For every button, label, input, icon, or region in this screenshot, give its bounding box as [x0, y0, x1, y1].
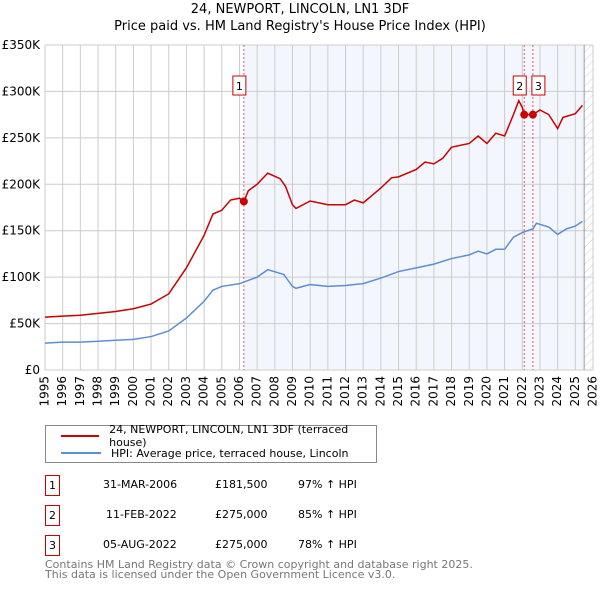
x-tick-label: 2000 — [126, 376, 140, 407]
red-line-swatch — [61, 435, 100, 437]
footer: Contains HM Land Registry data © Crown c… — [45, 558, 473, 581]
x-tick-label: 2011 — [320, 376, 334, 407]
series-line — [44, 220, 583, 344]
sale-row: 3 05-AUG-2022 £275,000 78% ↑ HPI — [45, 535, 465, 556]
y-tick-label: £50K — [9, 317, 41, 331]
sale-point — [528, 110, 537, 119]
footer-line: This data is licensed under the Open Gov… — [45, 568, 396, 581]
x-tick-label: 1995 — [38, 376, 52, 407]
sale-marker-box — [531, 75, 546, 96]
x-tick-label: 2015 — [391, 376, 405, 407]
x-tick-label: 1998 — [91, 376, 105, 407]
legend-label: 24, NEWPORT, LINCOLN, LN1 3DF (terraced … — [109, 423, 349, 449]
x-tick-label: 2023 — [532, 376, 546, 407]
x-tick-label: 2019 — [462, 376, 476, 407]
x-tick-label: 2008 — [267, 376, 281, 407]
x-tick-label: 2016 — [409, 376, 423, 407]
x-tick-label: 2001 — [144, 376, 158, 407]
sale-price: £275,000 — [215, 508, 268, 521]
blue-line-swatch — [61, 452, 101, 454]
sale-hpi: 78% ↑ HPI — [298, 538, 357, 551]
sale-date: 11-FEB-2022 — [106, 508, 177, 521]
x-tick-label: 2025 — [568, 376, 582, 407]
x-tick-label: 2003 — [179, 376, 193, 407]
x-tick-label: 2018 — [444, 376, 458, 407]
x-tick-label: 2005 — [214, 376, 228, 407]
price-chart: 1995 1996 1997 1998 1999 2000 2001 2002 2003 2004… — [2, 38, 600, 407]
sale-hpi: 85% ↑ HPI — [298, 508, 357, 521]
x-tick-label: 2014 — [373, 376, 387, 407]
y-tick-label: £150K — [2, 224, 42, 238]
x-tick-label: 2007 — [250, 376, 264, 407]
x-tick-label: 2013 — [356, 376, 370, 407]
sale-marker-label: 2 — [516, 80, 523, 93]
x-tick-label: 2020 — [479, 376, 493, 407]
sale-marker: 3 — [45, 535, 60, 556]
sale-marker-label: 3 — [535, 80, 542, 93]
x-tick-label: 2021 — [497, 376, 511, 407]
legend: 24, NEWPORT, LINCOLN, LN1 3DF (terraced … — [45, 423, 377, 463]
y-tick-label: £100K — [2, 270, 42, 284]
x-tick-label: 1999 — [108, 376, 122, 407]
x-tick-label: 2012 — [338, 376, 352, 407]
forecast-hatch — [584, 45, 593, 370]
chart-subtitle: Price paid vs. HM Land Registry's House … — [114, 19, 486, 34]
legend-item-hpi: HPI: Average price, terraced house, Linc… — [61, 446, 348, 460]
x-tick-label: 2024 — [550, 376, 564, 407]
footer-line: Contains HM Land Registry data © Crown c… — [45, 558, 473, 571]
x-tick-label: 2006 — [232, 376, 246, 407]
sale-price: £181,500 — [215, 478, 268, 491]
sale-point — [520, 110, 529, 119]
sale-price: £275,000 — [215, 538, 268, 551]
y-tick-label: £350K — [2, 38, 42, 52]
x-tick-label: 2022 — [515, 376, 529, 407]
sale-date: 05-AUG-2022 — [103, 538, 177, 551]
legend-item-property: 24, NEWPORT, LINCOLN, LN1 3DF (terraced … — [61, 423, 376, 449]
sale-marker: 1 — [45, 475, 60, 496]
sale-marker-box — [512, 75, 527, 96]
sale-marker-label: 1 — [236, 80, 243, 93]
x-tick-label: 1997 — [73, 376, 87, 407]
sale-point — [239, 197, 248, 206]
y-tick-label: £200K — [2, 177, 42, 191]
chart-title: 24, NEWPORT, LINCOLN, LN1 3DF — [190, 2, 410, 17]
y-tick-label: £300K — [2, 84, 42, 98]
sale-date: 31-MAR-2006 — [103, 478, 178, 491]
x-tick-label: 2026 — [586, 376, 600, 407]
x-tick-label: 2002 — [161, 376, 175, 407]
series-line — [44, 98, 583, 318]
x-tick-label: 2017 — [426, 376, 440, 407]
y-tick-label: £250K — [2, 131, 42, 145]
sale-period-shade — [243, 45, 585, 370]
y-tick-label: £0 — [25, 363, 40, 377]
sale-marker: 2 — [45, 505, 60, 526]
sale-row: 1 31-MAR-2006 £181,500 97% ↑ HPI — [45, 475, 465, 496]
x-tick-label: 2009 — [285, 376, 299, 407]
legend-label: HPI: Average price, terraced house, Linc… — [111, 446, 349, 460]
sale-row: 2 11-FEB-2022 £275,000 85% ↑ HPI — [45, 505, 465, 526]
sale-marker-box — [232, 75, 247, 96]
x-tick-label: 2004 — [197, 376, 211, 407]
x-tick-label: 2010 — [303, 376, 317, 407]
sale-hpi: 97% ↑ HPI — [298, 478, 357, 491]
x-tick-label: 1996 — [55, 376, 69, 407]
